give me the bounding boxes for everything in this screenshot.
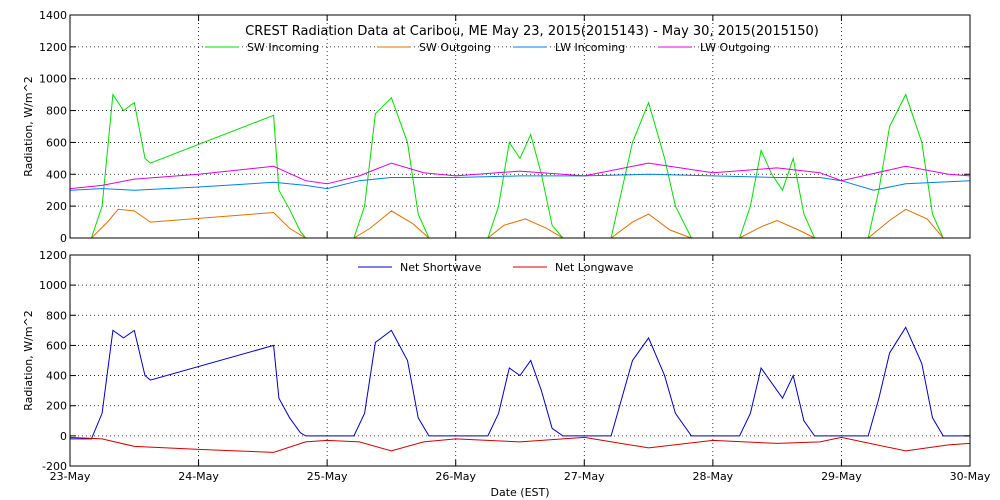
y-tick-label: -200: [42, 460, 67, 473]
series-line-lw-outgoing: [69, 162, 971, 190]
series-line-net-longwave: [69, 436, 971, 453]
x-tick-label: 23-May: [50, 470, 91, 483]
legend-label-lw-incoming: LW Incoming: [555, 41, 625, 54]
legend-label-net-shortwave: Net Shortwave: [400, 261, 482, 274]
y-tick-label: 600: [46, 136, 67, 149]
top-panel-sw-lw-radiation: 0 200 400 600 800 1000 1200 1400 Radiation, W/m^…: [22, 9, 971, 245]
y-tick-label: 800: [46, 105, 67, 118]
x-tick-label: 25-May: [307, 470, 348, 483]
legend-label-lw-outgoing: LW Outgoing: [700, 41, 770, 54]
y-tick-label: 1200: [39, 249, 67, 262]
y-axis-label: Radiation, W/m^2: [22, 76, 35, 177]
series-line-sw-incoming: [70, 93, 970, 239]
series-line-net-shortwave: [70, 326, 970, 440]
y-tick-label: 400: [46, 168, 67, 181]
y-tick-label: 1400: [39, 9, 67, 22]
y-tick-label: 0: [60, 430, 67, 443]
y-tick-label: 0: [60, 232, 67, 245]
y-tick-label: 1200: [39, 41, 67, 54]
y-tick-label: 800: [46, 309, 67, 322]
x-tick-label: 26-May: [435, 470, 476, 483]
x-tick-label: 30-May: [950, 470, 991, 483]
y-tick-label: 400: [46, 370, 67, 383]
y-tick-label: 1000: [39, 279, 67, 292]
y-tick-label: 200: [46, 200, 67, 213]
x-tick-label: 24-May: [178, 470, 219, 483]
x-tick-label: 27-May: [564, 470, 605, 483]
series-line-lw-incoming: [69, 173, 971, 191]
y-tick-label: 1000: [39, 73, 67, 86]
legend-label-sw-outgoing: SW Outgoing: [419, 41, 491, 54]
plot-frame: [69, 254, 971, 467]
bottom-panel-net-radiation: -200 0 200 400 600 800 1000 1200 23-May 24-May 25-…: [22, 249, 991, 499]
x-tick-label: 29-May: [821, 470, 862, 483]
x-tick-label: 28-May: [692, 470, 733, 483]
y-tick-label: 600: [46, 339, 67, 352]
y-tick-label: 200: [46, 400, 67, 413]
x-axis-label: Date (EST): [490, 486, 549, 499]
legend-label-sw-incoming: SW Incoming: [247, 41, 319, 54]
chart-title: CREST Radiation Data at Caribou, ME May …: [245, 24, 819, 39]
y-axis-label: Radiation, W/m^2: [22, 310, 35, 411]
legend-label-net-longwave: Net Longwave: [555, 261, 634, 274]
plot-frame: [69, 14, 971, 239]
